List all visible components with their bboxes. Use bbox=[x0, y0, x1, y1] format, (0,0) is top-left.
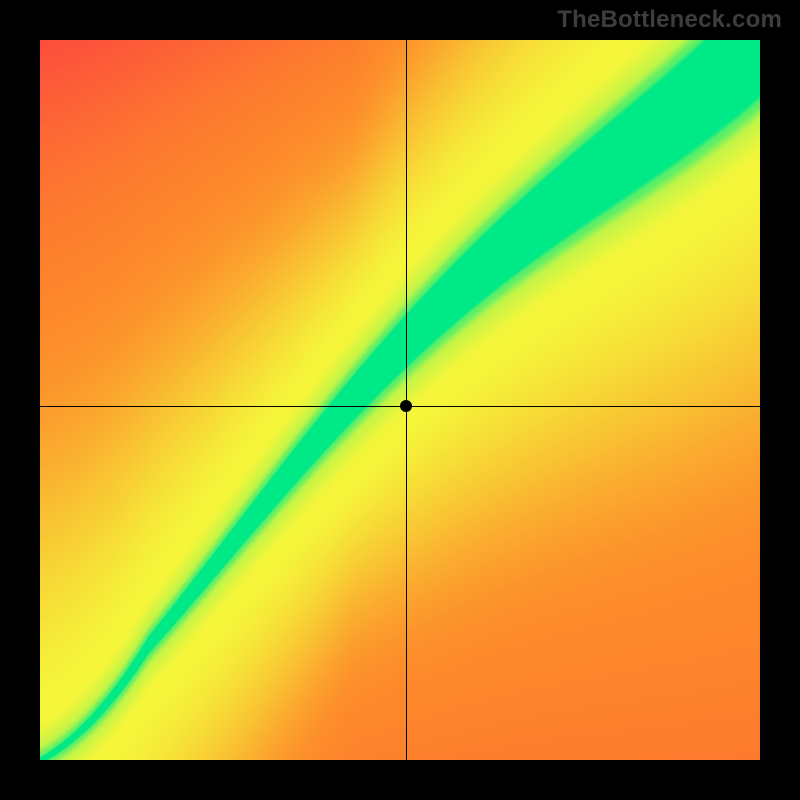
heatmap-canvas bbox=[40, 40, 760, 760]
plot-area bbox=[40, 40, 760, 760]
chart-container: TheBottleneck.com bbox=[0, 0, 800, 800]
watermark-text: TheBottleneck.com bbox=[557, 6, 782, 34]
crosshair-marker bbox=[400, 400, 412, 412]
